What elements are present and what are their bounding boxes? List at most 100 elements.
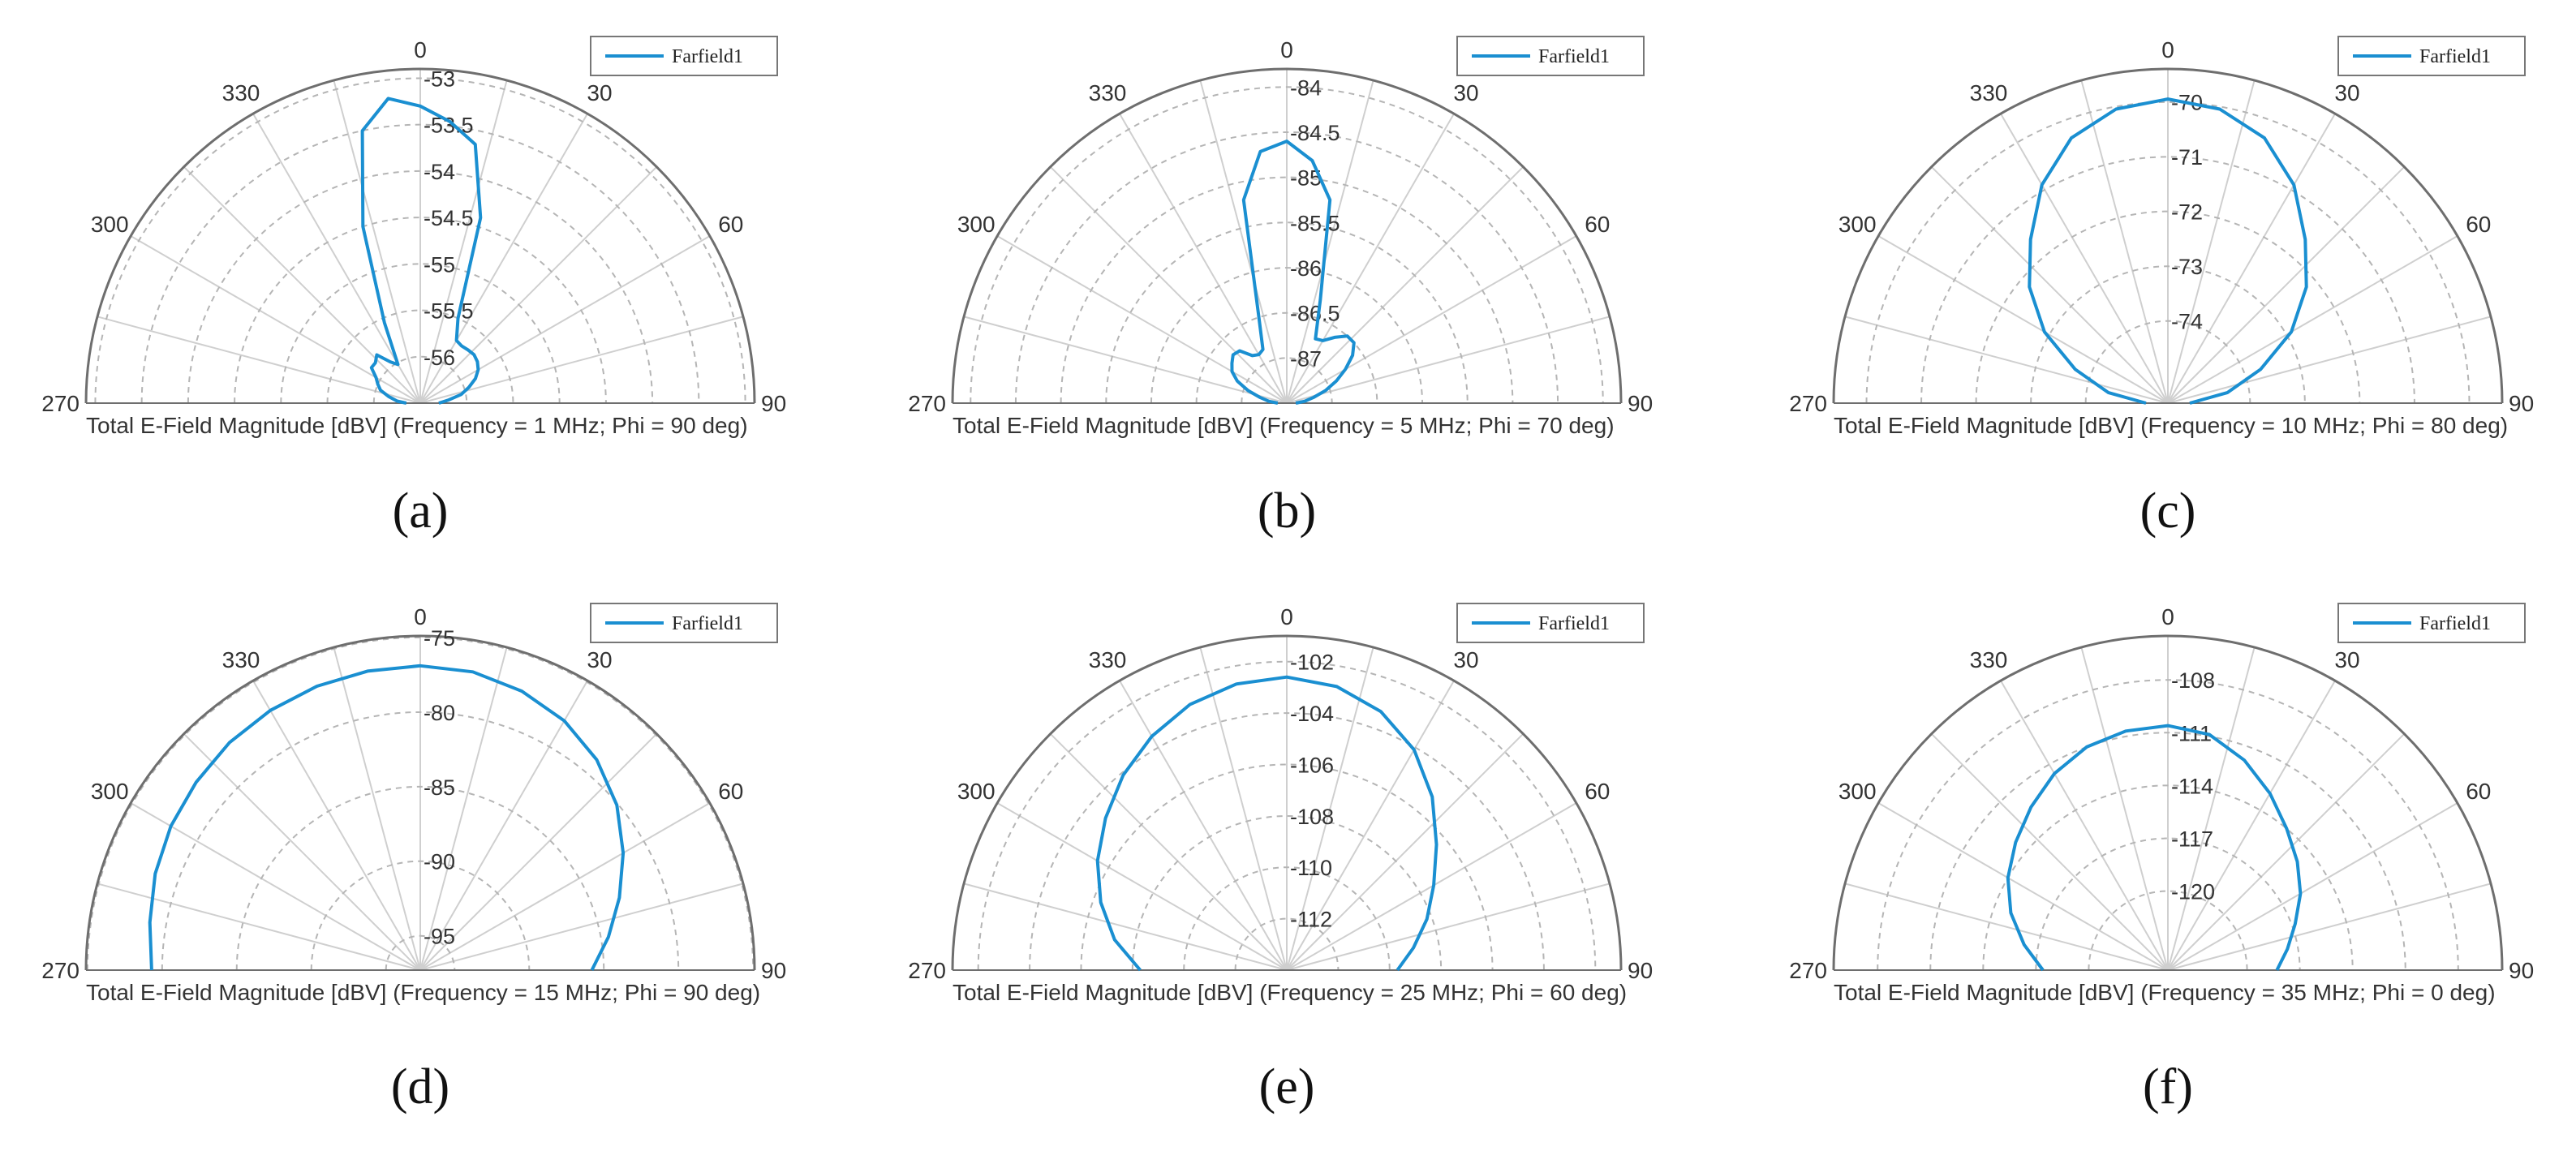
radial-tick-label: -71 [2171, 145, 2203, 170]
polar-outer-boundary [1832, 67, 2504, 404]
legend-label: Farfield1 [672, 613, 743, 634]
radial-spoke [183, 165, 421, 404]
angle-label: 0 [1280, 604, 1293, 629]
angle-label: 0 [414, 604, 427, 629]
angle-label: 270 [1789, 958, 1827, 983]
radial-spoke [1286, 316, 1611, 404]
radial-grid-ring [1150, 267, 1424, 404]
angle-label: 90 [761, 958, 786, 983]
radial-spoke [2080, 646, 2169, 971]
radial-grid-ring [2088, 890, 2248, 971]
radial-grid-ring [94, 77, 746, 404]
radial-spoke [2080, 79, 2169, 404]
radial-spoke [1286, 732, 1525, 971]
radial-grid-ring [2030, 266, 2306, 404]
radial-spoke [1049, 732, 1288, 971]
radial-tick-label: -90 [424, 850, 455, 874]
radial-grid-ring [86, 636, 755, 971]
axis-caption: Total E-Field Magnitude [dBV] (Frequency… [1834, 980, 2496, 1005]
radial-tick-label: -117 [2171, 827, 2213, 851]
angle-label: 330 [222, 647, 260, 672]
angle-label: 330 [222, 80, 260, 105]
radial-spoke [1286, 646, 1374, 971]
radial-tick-label: -108 [1290, 805, 1334, 829]
panel-label: (c) [2140, 483, 2196, 539]
radial-tick-label: -55.5 [424, 299, 474, 324]
radial-tick-label: -80 [424, 701, 455, 725]
angle-label: 90 [2509, 391, 2534, 416]
angle-label: 300 [91, 779, 129, 804]
radial-spoke [1844, 883, 2169, 971]
radial-spoke [1286, 165, 1525, 404]
series-line-farfield1 [2028, 97, 2308, 405]
radial-spoke [1286, 113, 1455, 404]
radial-tick-label: -104 [1290, 702, 1334, 726]
angle-label: 270 [908, 391, 946, 416]
radial-spoke [419, 165, 658, 404]
radial-spoke [183, 732, 421, 971]
polar-chart-1: 0306090270300330-53-53.5-54-54.5-55-55.5… [41, 36, 786, 539]
radial-grid-ring [1241, 357, 1333, 404]
axis-caption: Total E-Field Magnitude [dBV] (Frequency… [86, 980, 760, 1005]
axis-caption: Total E-Field Magnitude [dBV] (Frequency… [86, 413, 748, 438]
radial-grid-ring [326, 309, 514, 404]
radial-spoke [419, 680, 588, 971]
radial-tick-label: -56 [424, 346, 455, 370]
radial-spoke [419, 646, 508, 971]
radial-spoke [1930, 165, 2169, 404]
radial-spoke [2167, 646, 2256, 971]
angle-label: 300 [91, 212, 129, 237]
radial-spoke [419, 802, 711, 971]
polar-chart-5: 0 30 60 90 270 300 330 -102 -104 -106 -108 -110 -112… [908, 603, 1653, 1114]
radial-grid-ring [1929, 732, 2406, 971]
radial-spoke [996, 802, 1288, 971]
radial-spoke [97, 316, 421, 404]
angle-label: 330 [1970, 647, 2008, 672]
angle-label: 0 [2161, 37, 2174, 62]
polar-outer-boundary [84, 634, 756, 971]
radial-tick-label: -85 [424, 775, 455, 800]
series-line-farfield1 [1095, 675, 1439, 972]
polar-chart-6: 0306090270300330-108-111-114-117-120Farf… [1789, 603, 2534, 1114]
radial-spoke [252, 113, 421, 404]
radial-spoke [963, 883, 1288, 971]
radial-tick-label: -54 [424, 160, 455, 184]
angle-label: 60 [2466, 212, 2491, 237]
angle-label: 60 [2466, 779, 2491, 804]
radial-spoke [1286, 680, 1455, 971]
radial-grid-ring [2084, 320, 2251, 404]
radial-tick-label: -54.5 [424, 206, 474, 230]
radial-tick-label: -55 [424, 252, 455, 277]
radial-spoke [1877, 235, 2169, 404]
radial-tick-label: -74 [2171, 310, 2203, 334]
radial-spoke [2167, 732, 2406, 971]
radial-grid-ring [140, 123, 700, 404]
angle-label: 30 [1453, 80, 1478, 105]
panel-label: (e) [1259, 1059, 1315, 1114]
radial-grid-ring [970, 86, 1604, 404]
radial-spoke [419, 732, 658, 971]
radial-tick-label: -73 [2171, 255, 2203, 279]
series-line-farfield1 [1230, 140, 1356, 405]
radial-spoke [1844, 316, 2169, 404]
radial-spoke [2167, 79, 2256, 404]
radial-grid-ring [187, 170, 654, 404]
panel-label: (b) [1258, 483, 1316, 539]
polar-outer-boundary [951, 67, 1623, 404]
angle-label: 90 [1628, 958, 1653, 983]
angle-label: 0 [414, 37, 427, 62]
radial-spoke [333, 646, 421, 971]
radial-spoke [2000, 113, 2169, 404]
radial-grid-ring [1183, 866, 1391, 971]
radial-spoke [333, 79, 421, 404]
radial-grid-ring [1060, 176, 1514, 404]
angle-label: 300 [1838, 779, 1877, 804]
radial-tick-label: -86.5 [1290, 302, 1340, 326]
angle-label: 30 [2334, 647, 2359, 672]
angle-label: 60 [718, 779, 743, 804]
radial-spoke [1286, 235, 1577, 404]
radial-spoke [419, 316, 744, 404]
radial-grid-ring [235, 785, 605, 971]
